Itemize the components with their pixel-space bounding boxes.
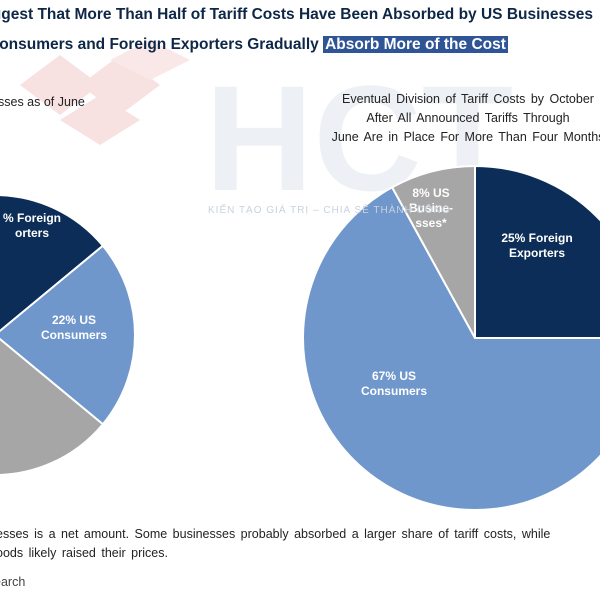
- pie-slice: [474, 164, 600, 339]
- pie-slice: [302, 185, 600, 512]
- left-pie-chart: % Foreign orters 22% US Consumers: [0, 194, 136, 476]
- pie-slice-label-line: Consumers: [361, 384, 427, 398]
- chart-title-line-2: Consumers and Foreign Exporters Graduall…: [0, 36, 508, 54]
- pie-slice-label-line: 8% US: [412, 186, 449, 200]
- watermark-tagline: KIẾN TẠO GIÁ TRỊ – CHIA SẺ THÀNH CÔNG: [208, 203, 451, 216]
- pie-slice-label-line: orters: [15, 226, 49, 240]
- right-chart-subtitle: Eventual Division of Tariff Costs by Oct…: [318, 90, 600, 147]
- pie-slice: [0, 337, 105, 476]
- pie-slice-label-line: Exporters: [509, 246, 565, 260]
- right-pie-chart: 25% Foreign Exporters 67% US Consumers 8% US…: [302, 164, 600, 512]
- pie-slice-label: 25% Foreign Exporters: [501, 231, 572, 260]
- pie-slice-label-line: Consumers: [41, 328, 107, 342]
- pie-slice-label: % Foreign orters: [3, 211, 61, 240]
- footnote-line-2: oods likely raised their prices.: [0, 546, 168, 560]
- pie-slice-label: 22% US Consumers: [41, 313, 107, 342]
- pie-slice: [0, 244, 136, 426]
- right-subtitle-line: June Are in Place For More Than Four Mon…: [331, 130, 600, 144]
- pie-slice-label-line: 67% US: [372, 369, 416, 383]
- source-label: earch: [0, 575, 26, 589]
- pie-slice: [390, 164, 476, 339]
- left-chart-subtitle: sses as of June: [0, 95, 85, 109]
- pie-slice-label-line: 25% Foreign: [501, 231, 572, 245]
- chart-title-highlight: Absorb More of the Cost: [323, 36, 508, 53]
- pie-slice-label-line: % Foreign: [3, 211, 61, 225]
- right-subtitle-line: Eventual Division of Tariff Costs by Oct…: [342, 92, 594, 106]
- footnote-line-1: esses is a net amount. Some businesses p…: [0, 527, 551, 541]
- pie-slice: [0, 194, 105, 333]
- pie-slice-label: 67% US Consumers: [361, 369, 427, 398]
- pie-slice-label: 8% US Busine-sses*: [409, 186, 453, 230]
- right-subtitle-line: After All Announced Tariffs Through: [366, 111, 570, 125]
- chart-title-prefix: Consumers and Foreign Exporters Graduall…: [0, 36, 319, 53]
- chart-title-line-1: Suggest That More Than Half of Tariff Co…: [0, 6, 593, 23]
- pie-slice-label-line: sses*: [415, 216, 447, 230]
- pie-slice-label-line: Busine-: [409, 201, 453, 215]
- pie-slice-label-line: 22% US: [52, 313, 96, 327]
